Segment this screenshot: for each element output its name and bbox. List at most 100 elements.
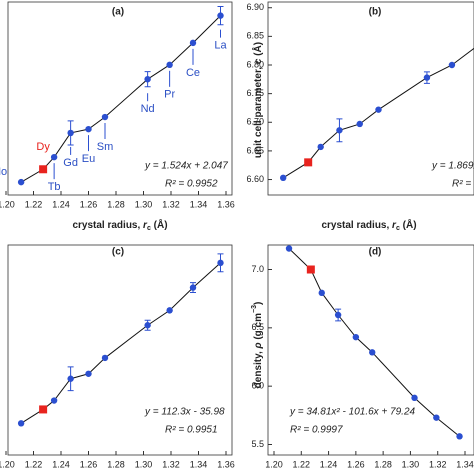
panel-label: (d) [369,247,382,258]
x-axis-label-part: r [392,220,397,231]
point-label: Ce [186,67,200,79]
point [189,284,197,291]
x-tick-label: 1.20 [0,459,15,469]
point-label: Pr [164,89,175,101]
r-squared: R² = 0.9952 [165,179,218,190]
y-axis-label-part: density, [253,349,264,389]
point [50,153,58,161]
x-tick-label: 1.36 [217,459,235,469]
r-squared: R² = [452,179,471,190]
point [411,394,418,402]
point [166,307,173,314]
x-tick-label: 1.28 [107,459,125,469]
x-tick-label: 1.34 [456,459,474,469]
x-tick-label: 1.20 [265,459,283,469]
x-tick-label: 1.22 [25,199,43,209]
plot-frame [7,244,233,456]
point [217,12,224,19]
y-axis-label-part: ) [253,302,264,305]
equation: y = 34.81x² - 101.6x + 79.24 [289,407,416,418]
point [456,433,463,440]
x-tick-label: 1.24 [52,199,70,209]
x-tick-label: 1.34 [190,459,208,469]
point-label: Nd [141,103,155,115]
x-tick-label: 1.30 [402,459,420,469]
r-squared: R² = 0.9951 [165,425,218,436]
x-tick-label: 1.36 [217,199,235,209]
point-highlight [39,405,48,414]
r-squared: R² = 0.9997 [290,425,343,436]
x-axis-label-part: crystal radius, [321,220,392,231]
y-tick-label: 6.65 [246,145,264,155]
equation: y = 112.3x - 35.98 [144,407,225,418]
point [101,354,109,362]
y-axis-label-part: −3 [251,305,258,313]
point [217,259,224,267]
x-tick-label: 1.26 [80,459,98,469]
point [318,289,325,297]
y-axis-label-part: c [253,58,264,64]
point-highlight [39,165,48,174]
plot-frame [267,244,474,456]
y-axis-label: unit cell parameter, c (Å) [251,42,264,158]
y-axis-label: density, ρ (g cm−3) [251,302,263,389]
x-tick-label: 1.32 [429,459,447,469]
equation: y = 1.524x + 2.047 [144,161,228,172]
x-tick-label: 1.24 [320,459,338,469]
y-tick-label: 6.85 [246,31,264,41]
plot-frame [267,1,474,196]
x-tick-label: 1.24 [52,459,70,469]
y-tick-label: 6.0 [251,381,264,391]
x-tick-label: 1.26 [347,459,365,469]
point [17,420,25,427]
point [144,76,151,83]
point [17,178,25,186]
y-axis-label-part: ρ [253,342,264,349]
point [144,322,151,329]
y-tick-label: 6.80 [246,59,264,69]
point-label: Eu [82,153,95,165]
y-tick-label: 6.5 [251,322,264,332]
y-axis-label-part: (Å) [251,42,264,59]
panel-label: (b) [369,7,382,18]
x-tick-label: 1.26 [80,199,98,209]
x-tick-label: 1.22 [25,459,43,469]
x-tick-label: 1.22 [293,459,311,469]
x-axis-label-part: c [147,225,151,232]
panel-label: (c) [112,247,124,258]
panel-label: (a) [112,7,124,18]
equation: y = 1.869x [431,161,474,172]
x-axis-label: crystal radius, rc (Å) [72,218,167,233]
point-label: Ho [0,166,7,178]
point-highlight [304,158,313,167]
point [85,370,92,377]
point [336,127,343,134]
point [67,375,74,382]
x-tick-label: 1.32 [162,199,180,209]
x-axis-label: crystal radius, rc (Å) [321,218,416,233]
point [67,129,74,137]
x-axis-label-part: crystal radius, [72,220,143,231]
point [85,125,92,133]
point [285,245,293,252]
point-label: La [214,40,227,52]
y-tick-label: 6.90 [246,2,264,12]
x-tick-label: 1.30 [135,199,153,209]
point [352,333,360,341]
y-tick-label: 5.5 [251,439,264,449]
point [433,414,440,421]
point [166,61,173,69]
point [375,106,382,113]
x-axis-label-part: r [143,220,148,231]
x-axis-label-part: (Å) [151,218,168,231]
point-label: Dy [36,141,50,153]
point-highlight [306,265,315,274]
x-tick-label: 1.28 [374,459,392,469]
point [334,311,342,319]
point-label: Tb [48,181,61,193]
point [50,397,58,404]
x-tick-label: 1.30 [135,459,153,469]
y-tick-label: 6.70 [246,117,264,127]
x-tick-label: 1.34 [190,199,208,209]
